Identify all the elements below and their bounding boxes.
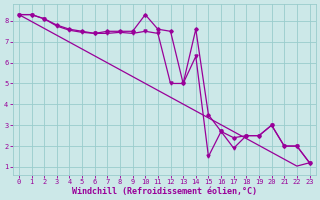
X-axis label: Windchill (Refroidissement éolien,°C): Windchill (Refroidissement éolien,°C) [72, 187, 257, 196]
